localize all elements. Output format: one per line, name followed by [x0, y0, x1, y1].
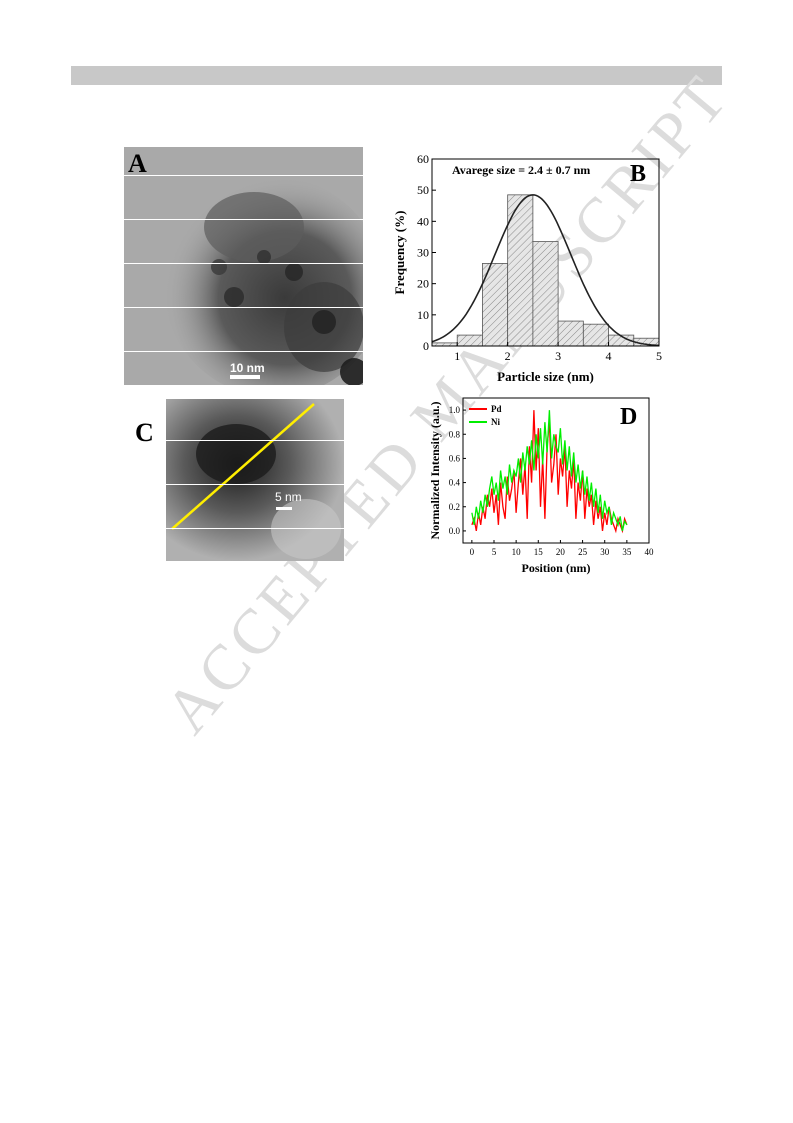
panel-b-xlabel: Particle size (nm) — [497, 369, 594, 384]
y-tick-label-5: 50 — [417, 183, 429, 197]
d-x-tick-label-2: 10 — [512, 547, 522, 557]
d-x-tick-label-0: 0 — [470, 547, 475, 557]
y-tick-label-1: 10 — [417, 308, 429, 322]
gaussian-fit-curve — [431, 194, 660, 347]
panel-c-scale-bar — [276, 507, 292, 510]
panel-d-ylabel: Normalized Intensity (a.u.) — [428, 402, 442, 540]
d-y-tick-label-3: 0.6 — [449, 453, 461, 463]
histogram-bar-5 — [557, 320, 584, 347]
panel-d-axes-frame — [462, 397, 650, 544]
d-x-tick-label-6: 30 — [600, 547, 610, 557]
d-y-tick-label-2: 0.4 — [449, 478, 461, 488]
d-y-tick-label-4: 0.8 — [449, 429, 461, 439]
page-header-bar — [71, 66, 722, 85]
panel-c-image — [166, 399, 344, 561]
d-y-tick-label-0: 0.0 — [449, 526, 461, 536]
x-tick-label-4: 5 — [656, 349, 662, 363]
d-x-tick-label-3: 15 — [534, 547, 544, 557]
legend-label-pd: Pd — [491, 404, 502, 414]
histogram-bar-4 — [532, 241, 559, 347]
y-tick-label-3: 30 — [417, 246, 429, 260]
panel-b-letter: B — [630, 161, 646, 187]
d-y-tick-label-5: 1.0 — [449, 405, 461, 415]
series-line-ni — [471, 410, 628, 532]
d-x-tick-label-5: 25 — [578, 547, 588, 557]
panel-a-micrograph: 10 nm A — [124, 147, 363, 385]
panel-c-letter: C — [135, 418, 154, 447]
legend-label-ni: Ni — [491, 417, 500, 427]
panel-a-scale-label: 10 nm — [230, 361, 265, 375]
panel-d-line-profile: 0.0 0.2 0.4 0.6 0.8 1.0 0 5 10 15 20 25 30 35 40 Positi… — [428, 397, 655, 575]
panel-a-letter: A — [128, 149, 147, 178]
panel-d-xlabel: Position (nm) — [522, 561, 591, 575]
panel-b-annotation: Avarege size = 2.4 ± 0.7 nm — [452, 163, 590, 177]
panel-c-micrograph: 5 nm — [166, 399, 344, 561]
panel-c-scale-label: 5 nm — [275, 490, 302, 504]
panel-d-letter: D — [620, 404, 637, 430]
panel-b-histogram: 0 10 20 30 40 50 60 1 2 3 4 5 Particle size (nm) Freq… — [392, 152, 662, 384]
y-tick-label-0: 0 — [423, 339, 429, 353]
panel-a-scale-bar — [230, 375, 260, 379]
x-tick-label-2: 3 — [555, 349, 561, 363]
d-x-tick-label-7: 35 — [622, 547, 632, 557]
panel-a-image — [124, 147, 363, 385]
line-scan-path — [171, 403, 315, 530]
histogram-bar-2 — [482, 263, 509, 347]
d-y-tick-label-1: 0.2 — [449, 502, 460, 512]
d-x-tick-label-1: 5 — [492, 547, 497, 557]
panel-b-ylabel: Frequency (%) — [392, 211, 407, 295]
x-tick-label-3: 4 — [606, 349, 612, 363]
y-tick-label-2: 20 — [417, 277, 429, 291]
x-tick-label-0: 1 — [454, 349, 460, 363]
d-x-tick-label-4: 20 — [556, 547, 566, 557]
d-x-tick-label-8: 40 — [645, 547, 655, 557]
x-tick-label-1: 2 — [505, 349, 511, 363]
y-tick-label-6: 60 — [417, 152, 429, 166]
y-tick-label-4: 40 — [417, 214, 429, 228]
histogram-bar-1 — [456, 334, 483, 347]
histogram-bar-6 — [582, 323, 609, 347]
